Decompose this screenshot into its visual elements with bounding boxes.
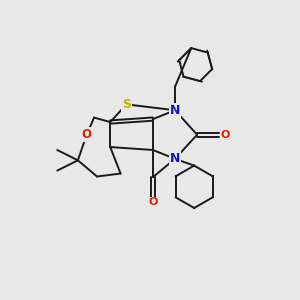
Text: N: N [170, 104, 180, 117]
Text: N: N [170, 152, 180, 165]
Text: S: S [122, 98, 131, 111]
Text: O: O [82, 128, 92, 141]
Text: O: O [148, 197, 158, 207]
Text: O: O [220, 130, 230, 140]
